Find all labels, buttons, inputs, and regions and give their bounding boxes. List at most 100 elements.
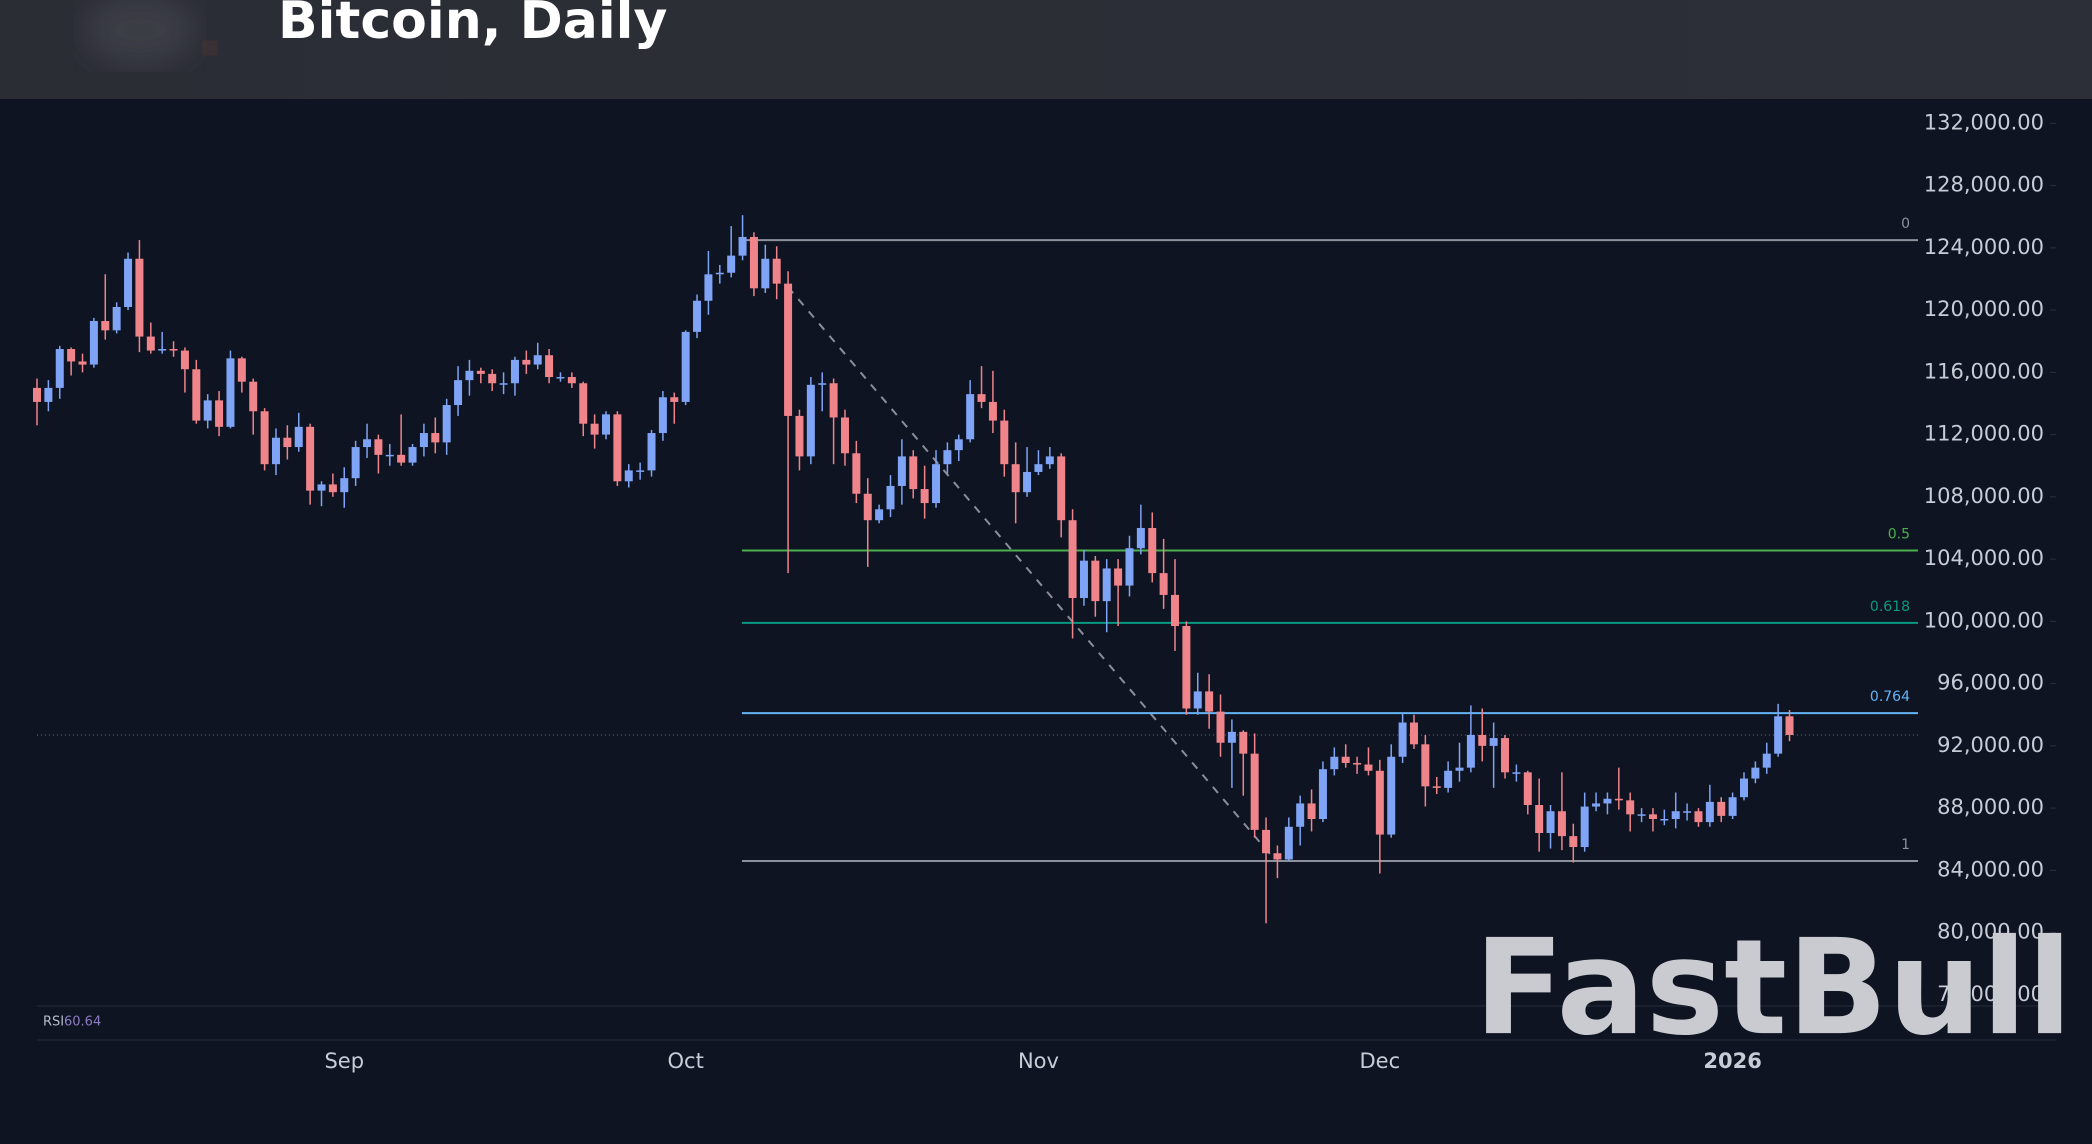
candle-body <box>545 355 554 378</box>
candle-body <box>1182 626 1191 709</box>
y-tick-label: 120,000.00 <box>1924 297 2044 321</box>
candle-body <box>397 454 406 463</box>
candle-body <box>1762 753 1771 768</box>
fib-label: 0.618 <box>1870 599 1910 615</box>
logo-accent <box>204 42 216 54</box>
candle-body <box>1569 836 1578 848</box>
y-tick-label: 88,000.00 <box>1937 795 2044 819</box>
candle-body <box>33 387 41 402</box>
candle-body <box>340 478 349 493</box>
candle-body <box>818 383 827 385</box>
candle-body <box>897 456 906 486</box>
y-tick-label: 80,000.00 <box>1937 920 2044 944</box>
y-tick-label: 96,000.00 <box>1937 671 2044 695</box>
candle-body <box>124 258 133 307</box>
candle-body <box>1671 811 1680 820</box>
candle-body <box>1785 716 1794 735</box>
candle-body <box>1466 734 1475 768</box>
candle-body <box>476 370 485 374</box>
candle-body <box>795 415 804 457</box>
candle-body <box>78 361 87 365</box>
candle-body <box>55 349 64 388</box>
candle-body <box>772 258 781 284</box>
candle-body <box>260 411 269 465</box>
candle-body <box>1592 803 1601 807</box>
candle-body <box>556 377 565 379</box>
candle-body <box>1444 770 1453 788</box>
candle-body <box>431 433 440 443</box>
candle-body <box>806 384 815 457</box>
candle-body <box>602 414 610 435</box>
candle-body <box>1660 819 1669 821</box>
candle-body <box>1489 738 1498 746</box>
trend-line <box>787 286 1276 861</box>
fib-label: 0.5 <box>1888 527 1910 543</box>
candle-body <box>1068 520 1077 599</box>
candle-body <box>192 369 201 421</box>
candle-body <box>681 331 690 402</box>
candle-body <box>1045 456 1054 465</box>
candle-body <box>1057 456 1066 521</box>
y-tick-label: 116,000.00 <box>1924 359 2044 383</box>
candle-body <box>44 387 53 402</box>
candle-body <box>1717 801 1726 816</box>
candle-body <box>158 349 167 351</box>
candle-body <box>624 470 633 482</box>
candle-body <box>249 381 258 412</box>
candle-body <box>180 350 189 370</box>
candle-body <box>852 453 861 494</box>
candle-body <box>1227 731 1236 743</box>
candle-body <box>704 274 713 301</box>
candle-body <box>1694 811 1703 823</box>
candle-body <box>1557 811 1566 837</box>
candle-body <box>1648 814 1657 820</box>
y-tick-label: 100,000.00 <box>1924 608 2044 632</box>
candle-body <box>499 383 508 385</box>
candle-body <box>442 405 451 443</box>
candle-body <box>1034 464 1043 472</box>
candle-body <box>226 358 235 427</box>
candle-body <box>1091 560 1100 602</box>
candle-body <box>385 454 394 457</box>
candle-body <box>1614 798 1623 801</box>
candle-body <box>1774 716 1783 754</box>
candle-body <box>1125 548 1134 586</box>
candle-body <box>1318 769 1327 820</box>
candle-body <box>1501 738 1510 773</box>
candle-body <box>89 320 98 365</box>
candle-body <box>1432 786 1441 788</box>
candle-body <box>613 414 622 482</box>
candle-body <box>203 400 212 421</box>
y-tick-label: 108,000.00 <box>1924 484 2044 508</box>
candle-body <box>1262 829 1271 854</box>
candle-body <box>1102 568 1111 602</box>
candle-body <box>1683 811 1692 813</box>
candle-body <box>294 426 303 448</box>
candle-body <box>920 489 929 504</box>
y-tick-label: 104,000.00 <box>1924 546 2044 570</box>
candle-body <box>829 383 838 418</box>
watermark: FastBull <box>1474 911 2072 1065</box>
candle-body <box>1637 814 1646 816</box>
candle-body <box>1546 811 1555 834</box>
candle-body <box>715 272 724 275</box>
candle-body <box>1011 464 1020 493</box>
candle-body <box>567 377 576 384</box>
candle-body <box>1364 764 1373 771</box>
candle-body <box>1114 568 1123 586</box>
candle-body <box>1523 772 1532 805</box>
candle-body <box>271 437 280 465</box>
candle-body <box>977 394 986 402</box>
candle-body <box>1455 767 1464 771</box>
candle-body <box>215 400 224 427</box>
candle-body <box>67 349 76 362</box>
x-tick-label: Dec <box>1360 1049 1401 1073</box>
fib-label: 0.764 <box>1870 689 1910 705</box>
candle-body <box>454 380 463 406</box>
candle-body <box>135 258 144 337</box>
y-tick-label: 132,000.00 <box>1924 110 2044 134</box>
candle-body <box>1307 803 1316 820</box>
header-bar <box>0 0 2092 99</box>
candle-body <box>670 397 679 402</box>
